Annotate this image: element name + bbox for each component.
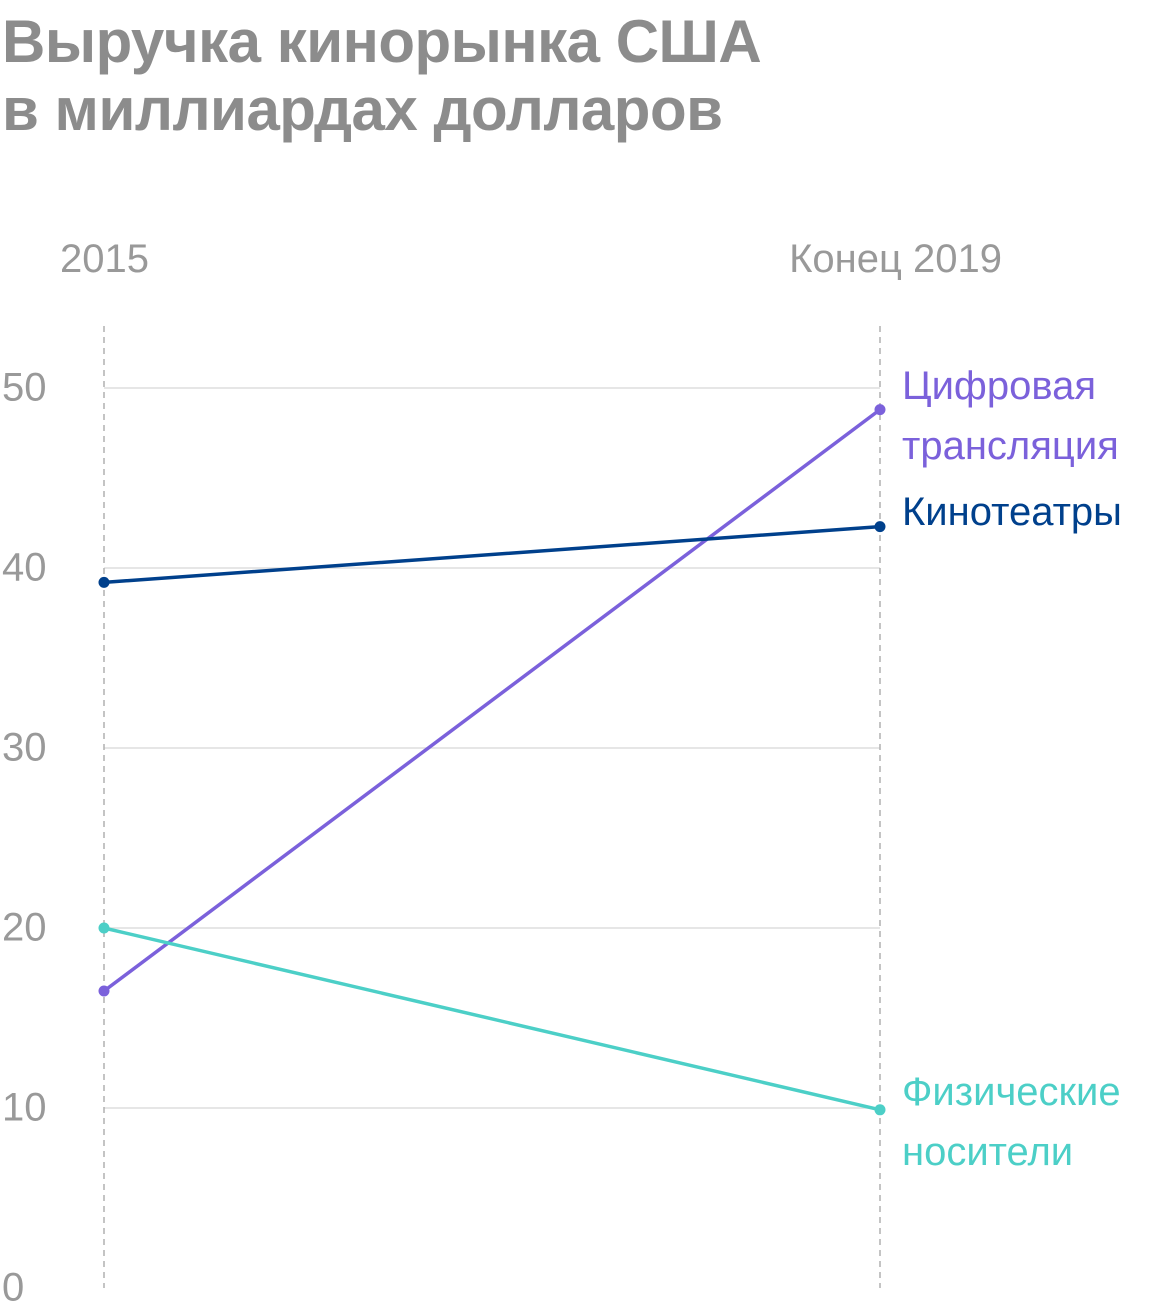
series-label-цифровая-трансляция: Цифровая трансляция <box>902 364 1119 468</box>
data-point-цифровая-трансляция-1 <box>874 404 886 416</box>
y-tick-label-20: 20 <box>2 906 47 950</box>
y-tick-label-40: 40 <box>2 546 47 590</box>
series-line-кинотеатры <box>102 524 882 585</box>
x-label-0: 2015 <box>60 237 149 281</box>
gridlines <box>104 387 880 1109</box>
series-lines <box>98 404 886 1116</box>
series-физические-носители <box>98 922 886 1116</box>
x-label-1: Конец 2019 <box>789 237 1002 281</box>
series-label-физические-носители: Физические носители <box>902 1070 1121 1174</box>
data-point-физические-носители-0 <box>98 922 110 934</box>
data-point-физические-носители-1 <box>874 1104 886 1116</box>
series-цифровая-трансляция <box>98 404 886 997</box>
dashed-year-columns <box>103 326 881 1288</box>
series-line-цифровая-трансляция <box>102 407 882 993</box>
data-point-кинотеатры-0 <box>98 576 110 588</box>
x-axis-labels: 2015 Конец 2019 <box>60 237 1002 281</box>
y-tick-label-30: 30 <box>2 726 47 770</box>
series-label-line-цифровая-трансляция-1: трансляция <box>902 424 1119 468</box>
y-tick-label-50: 50 <box>2 366 47 410</box>
series-label-line-физические-носители-1: носители <box>902 1130 1073 1174</box>
y-tick-label-0: 0 <box>2 1266 24 1304</box>
series-end-labels: Цифровая трансляция Кинотеатры Физические но… <box>902 364 1122 1174</box>
series-кинотеатры <box>98 521 886 588</box>
series-label-line-кинотеатры-0: Кинотеатры <box>902 490 1122 534</box>
series-label-кинотеатры: Кинотеатры <box>902 490 1122 534</box>
series-label-line-физические-носители-0: Физические <box>902 1070 1121 1114</box>
y-axis-tick-labels: 0 10 20 30 40 50 <box>2 366 47 1304</box>
chart-title-line-1: Выручка кинорынка США <box>2 8 762 75</box>
data-point-кинотеатры-1 <box>874 521 886 533</box>
series-line-физические-носители <box>102 926 882 1112</box>
series-label-line-цифровая-трансляция-0: Цифровая <box>902 364 1096 408</box>
chart-title: Выручка кинорынка США в миллиардах долла… <box>2 8 1152 144</box>
y-tick-label-10: 10 <box>2 1086 47 1130</box>
chart-title-line-2: в миллиардах долларов <box>2 76 723 143</box>
data-point-цифровая-трансляция-0 <box>98 985 110 997</box>
